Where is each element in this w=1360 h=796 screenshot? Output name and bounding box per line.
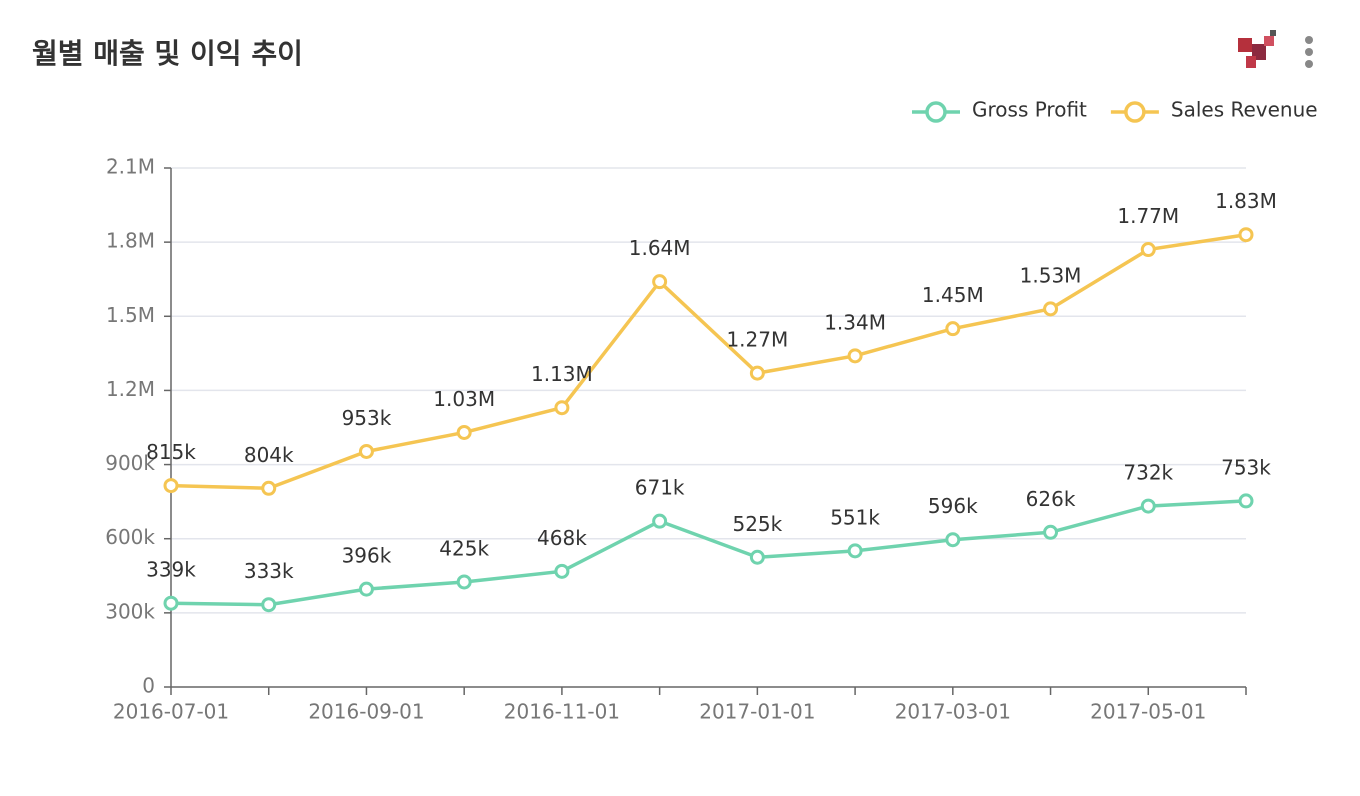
data-label: 753k [1221,455,1271,479]
data-point [945,321,961,337]
data-point [1140,498,1156,514]
more-menu[interactable] [1305,36,1313,68]
data-label: 1.03M [433,387,495,411]
data-label: 551k [830,505,880,529]
data-point [456,574,472,590]
data-point [261,597,277,613]
data-label: 1.53M [1020,263,1082,287]
data-point [847,348,863,364]
data-point [652,513,668,529]
data-label: 1.83M [1215,189,1277,213]
x-tick-label: 2017-05-01 [1090,700,1206,724]
data-label: 1.34M [824,310,886,334]
data-label: 671k [635,476,685,500]
data-point [358,581,374,597]
data-point [163,478,179,494]
data-label: 333k [244,559,294,583]
data-point [847,543,863,559]
chart-title: 월별 매출 및 이익 추이 [32,37,303,70]
data-label: 1.27M [726,328,788,352]
data-point [945,532,961,548]
data-label: 804k [244,443,294,467]
x-tick-label: 2017-01-01 [699,700,815,724]
legend-marker [925,101,947,123]
data-point [163,595,179,611]
legend-marker [1124,101,1146,123]
data-label: 1.77M [1117,204,1179,228]
y-tick-label: 900k [105,451,155,475]
y-tick-label: 0 [142,674,155,698]
data-point [1238,227,1254,243]
data-point [1238,493,1254,509]
y-tick-label: 1.5M [106,303,155,327]
legend-label: Gross Profit [972,98,1087,122]
legend-label: Sales Revenue [1171,98,1318,122]
data-point [1043,301,1059,317]
series-line [170,232,1247,491]
data-label: 815k [146,440,196,464]
data-label: 1.45M [922,283,984,307]
data-label: 596k [928,494,978,518]
y-tick-label: 1.2M [106,377,155,401]
data-label: 1.13M [531,362,593,386]
data-label: 339k [146,558,196,582]
data-point [261,480,277,496]
x-tick-label: 2017-03-01 [895,700,1011,724]
data-label: 732k [1123,461,1173,485]
y-tick-label: 2.1M [106,155,155,179]
x-tick-label: 2016-09-01 [308,700,424,724]
data-point [749,549,765,565]
avatar-icon[interactable] [1238,30,1276,68]
data-point [749,365,765,381]
data-label: 626k [1026,487,1076,511]
data-label: 953k [342,406,392,430]
data-point [1043,524,1059,540]
y-tick-label: 1.8M [106,229,155,253]
data-point [358,443,374,459]
data-point [456,424,472,440]
y-tick-label: 300k [105,599,155,623]
data-point [554,563,570,579]
data-label: 468k [537,526,587,550]
data-label: 1.64M [629,236,691,260]
data-point [554,400,570,416]
data-label: 425k [439,536,489,560]
data-label: 396k [342,544,392,568]
data-point [652,274,668,290]
x-tick-label: 2016-11-01 [504,700,620,724]
x-tick-label: 2016-07-01 [113,700,229,724]
data-point [1140,242,1156,258]
series-line [170,499,1247,607]
y-tick-label: 600k [105,525,155,549]
data-label: 525k [732,512,782,536]
